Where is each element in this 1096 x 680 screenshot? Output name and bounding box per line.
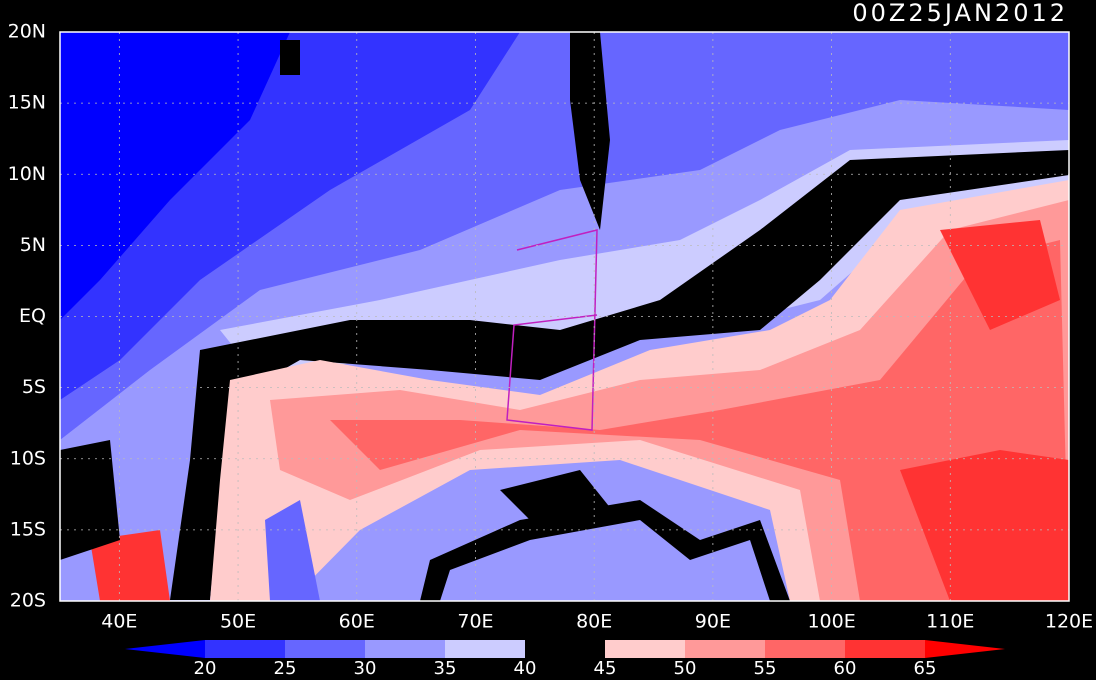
region [60,440,120,560]
colorbar-segment [685,640,765,658]
colorbar-label: 65 [914,658,937,679]
lat-label: 20N [8,21,46,43]
colorbar-segment [365,640,445,658]
colorbar-label: 25 [274,658,297,679]
colorbar-segment [285,640,365,658]
colorbar-segment [765,640,845,658]
lon-label: 50E [220,611,256,633]
lon-label: 60E [339,611,375,633]
lat-label: 15N [8,92,46,114]
lat-label: EQ [19,305,46,327]
colorbar-label: 40 [514,658,537,679]
colorbar-label: 20 [194,658,217,679]
colorbar-label: 55 [754,658,777,679]
grid [60,32,1069,601]
lat-label: 5S [22,376,46,398]
lon-label: 70E [457,611,493,633]
lat-label: 20S [10,590,46,612]
region [60,32,290,320]
lon-label: 90E [695,611,731,633]
lon-label: 80E [576,611,612,633]
colorbar-label: 30 [354,658,377,679]
colorbar-segment [525,640,605,658]
lon-label: 110E [926,611,974,633]
lon-label: 100E [807,611,855,633]
lon-label: 120E [1045,611,1093,633]
frame [59,31,1070,602]
region [90,220,1069,601]
colorbar-label: 50 [674,658,697,679]
lat-label: 10N [8,163,46,185]
title: 00Z25JAN2012 [852,0,1068,27]
region [330,240,1069,601]
box-outline [506,229,598,431]
colorbar-segment [605,640,685,658]
lon-label: 40E [101,611,137,633]
colorbar-label: 45 [594,658,617,679]
lat-label: 5N [20,234,46,256]
colorbar-arrow [125,640,205,658]
region [265,500,320,601]
colorbar-arrow [925,640,1005,658]
colorbar-segment [445,640,525,658]
colorbar-segment [845,640,925,658]
region [440,520,770,601]
colorbar-label: 35 [434,658,457,679]
lat-label: 15S [10,518,46,540]
lat-label: 10S [10,447,46,469]
colorbar-segment [205,640,285,658]
region [280,32,610,230]
colorbar-label: 60 [834,658,857,679]
